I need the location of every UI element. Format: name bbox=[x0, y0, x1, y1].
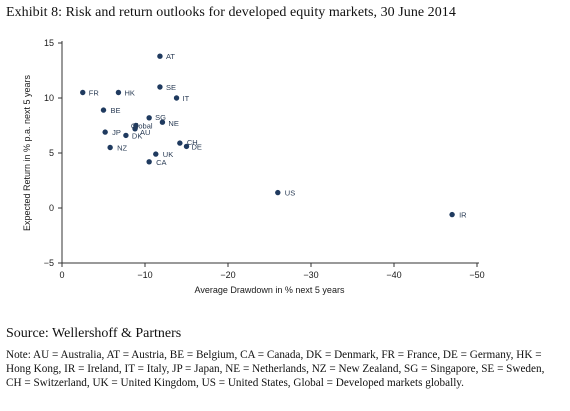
data-point-ne bbox=[159, 119, 166, 125]
point-label-de: DE bbox=[192, 142, 202, 151]
point-label-nz: NZ bbox=[117, 144, 127, 153]
y-tick-label: 10 bbox=[44, 93, 54, 103]
data-point-ca bbox=[146, 159, 152, 165]
y-tick-label: 15 bbox=[44, 38, 54, 48]
point-label-dk: DK bbox=[132, 131, 142, 140]
point-label-be: BE bbox=[111, 106, 121, 115]
data-point-us bbox=[275, 189, 281, 196]
point-label-ne: NE bbox=[168, 119, 178, 128]
point-label-at: AT bbox=[166, 52, 175, 61]
point-label-se: SE bbox=[166, 83, 176, 92]
point-label-jp: JP bbox=[112, 128, 121, 137]
point-label-us: US bbox=[285, 189, 295, 198]
x-axis-label: Average Drawdown in % next 5 years bbox=[195, 285, 345, 295]
exhibit-title: Exhibit 8: Risk and return outlooks for … bbox=[6, 5, 456, 20]
y-tick-label: 5 bbox=[49, 148, 54, 158]
data-point-at bbox=[157, 53, 163, 59]
point-label-global: Global bbox=[131, 122, 153, 131]
data-point-it bbox=[173, 95, 180, 101]
point-label-uk: UK bbox=[163, 150, 173, 159]
point-label-au: AU bbox=[140, 128, 150, 137]
data-point-uk bbox=[153, 151, 159, 157]
data-point-nz bbox=[107, 144, 113, 151]
scatter-chart: −5 0 5 10 15 0 −10 −20 −30 −40 −50 AT SE FR HK IT BE SG N… bbox=[0, 26, 570, 316]
y-tick-label: −5 bbox=[44, 258, 54, 268]
point-label-ir: IR bbox=[459, 211, 467, 220]
data-point-sg bbox=[146, 115, 152, 121]
data-point-ir bbox=[449, 211, 455, 218]
data-point-dk bbox=[123, 132, 129, 139]
y-tick-label: 0 bbox=[49, 203, 54, 213]
point-label-sg: SG bbox=[155, 113, 166, 122]
point-label-fr: FR bbox=[89, 89, 100, 98]
y-axis-label: Expected Return in % p.a. next 5 years bbox=[22, 74, 32, 231]
data-point-hk bbox=[115, 89, 122, 96]
x-tick-label: −40 bbox=[386, 270, 401, 280]
point-label-hk: HK bbox=[124, 89, 134, 98]
data-point-fr bbox=[80, 89, 86, 96]
point-label-it: IT bbox=[183, 94, 190, 103]
data-point-jp bbox=[102, 129, 108, 135]
x-tick-label: 0 bbox=[59, 270, 64, 280]
data-points bbox=[80, 53, 455, 218]
x-tick-label: −30 bbox=[303, 270, 318, 280]
point-label-ch: CH bbox=[187, 138, 198, 147]
data-point-au bbox=[132, 126, 138, 132]
x-tick-label: −10 bbox=[137, 270, 152, 280]
source-line: Source: Wellershoff & Partners bbox=[6, 326, 182, 341]
data-point-ch bbox=[177, 140, 183, 146]
data-point-be bbox=[100, 107, 107, 113]
data-point-se bbox=[157, 84, 163, 90]
country-note: Note: AU = Australia, AT = Austria, BE =… bbox=[6, 349, 545, 389]
x-tick-label: −50 bbox=[469, 270, 484, 280]
point-label-ca: CA bbox=[156, 158, 166, 167]
data-point-de bbox=[183, 143, 190, 150]
x-tick-label: −20 bbox=[220, 270, 235, 280]
